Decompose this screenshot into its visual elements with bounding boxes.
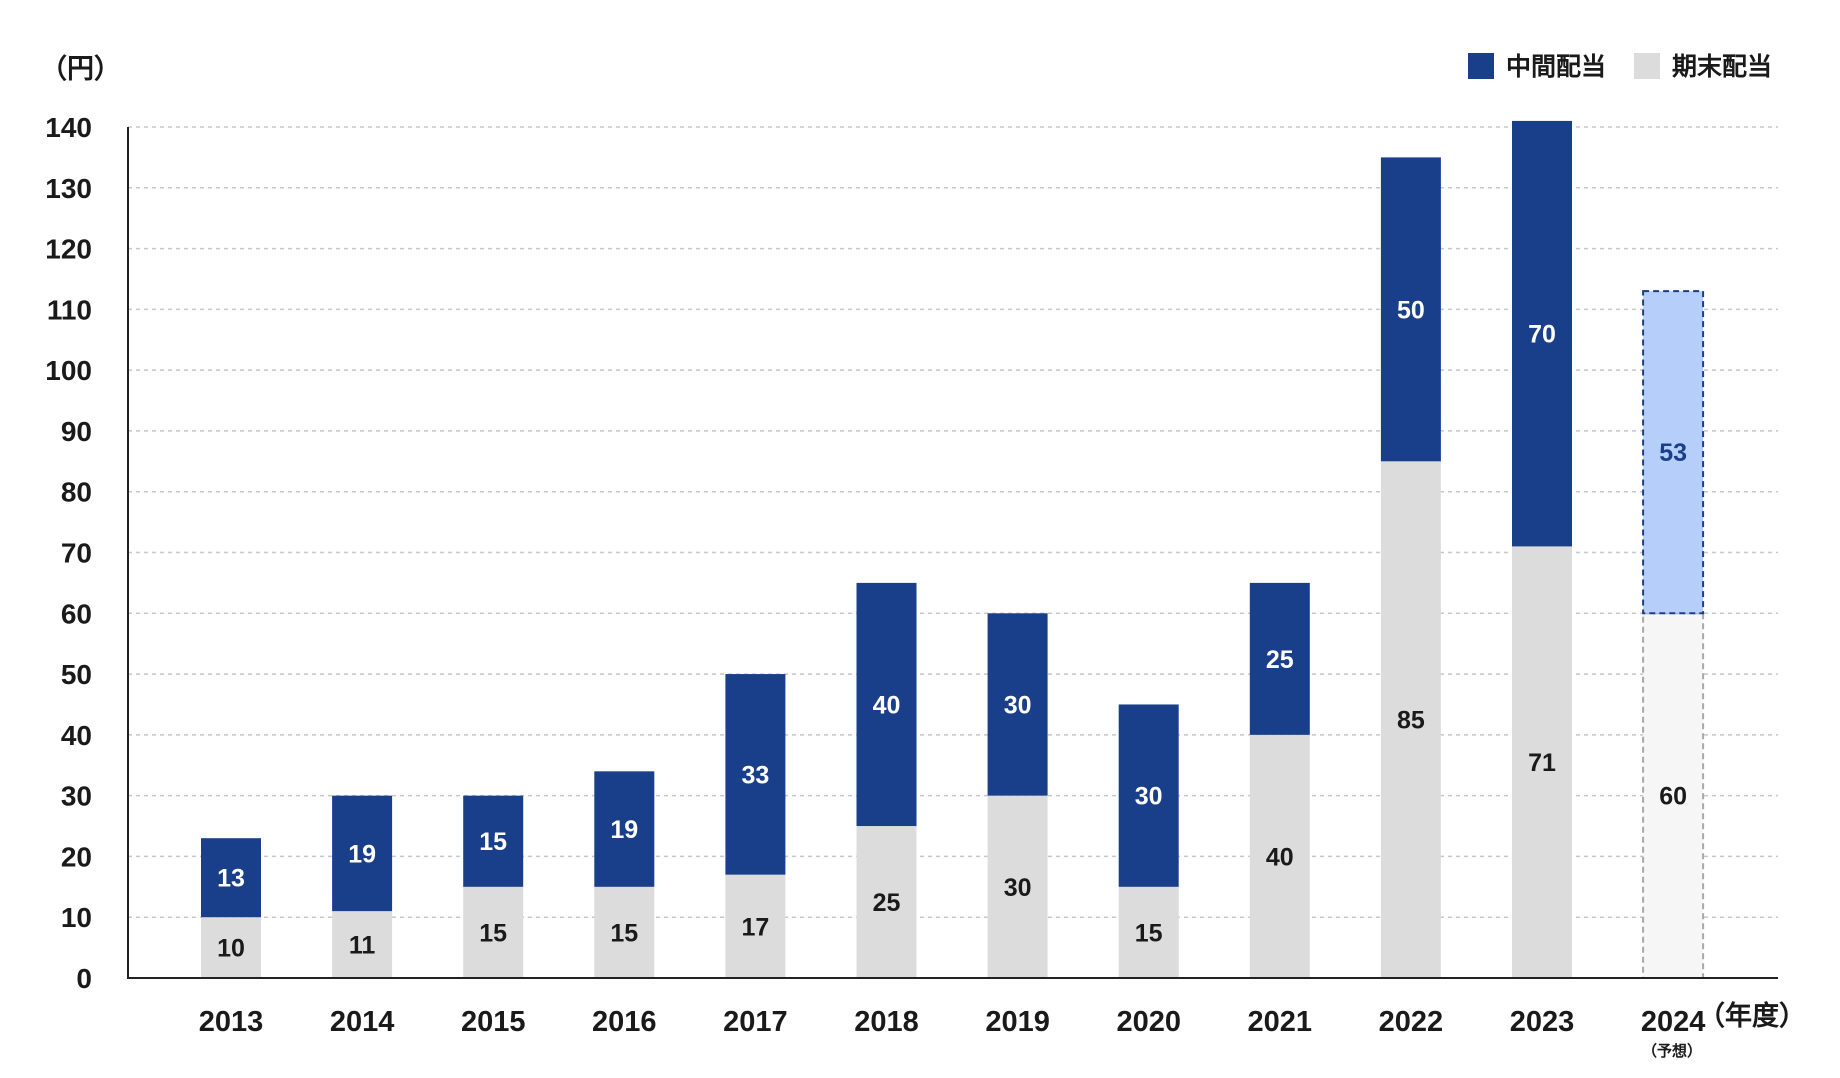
- bar-segment-interim: [1118, 704, 1179, 887]
- x-tick-label: 2015: [461, 1006, 526, 1038]
- data-label-interim: 53: [1659, 439, 1687, 467]
- x-tick-labels: 2013 2014 2015 2016 2017 2018 2019 2020 2021 2022…: [199, 1006, 1706, 1038]
- legend-swatch-interim: [1468, 53, 1494, 79]
- y-tick-label: 110: [47, 294, 92, 325]
- x-unit-label: （年度）: [1698, 1000, 1806, 1032]
- legend-label-interim: 中間配当: [1506, 52, 1606, 81]
- data-label-interim: 40: [873, 691, 901, 719]
- bar-segment-yearend: [987, 795, 1048, 978]
- bar-segment-yearend: [201, 917, 261, 978]
- y-tick-label: 60: [61, 598, 92, 629]
- data-label-interim: 70: [1528, 321, 1556, 349]
- bar-segment-yearend: [594, 886, 655, 978]
- x-tick-label: 2016: [592, 1006, 657, 1038]
- bar-segment-interim: [725, 674, 786, 875]
- y-tick-label: 70: [61, 538, 92, 569]
- y-tick-label: 40: [61, 720, 92, 751]
- data-label-interim: 25: [1266, 646, 1294, 674]
- bar-segment-interim: [1380, 157, 1441, 462]
- data-label-yearend: 85: [1397, 707, 1425, 735]
- data-label-yearend: 40: [1266, 843, 1294, 871]
- bar-segment-yearend: [1512, 546, 1572, 978]
- x-tick-label: 2018: [854, 1006, 919, 1038]
- bar-layer: [201, 120, 1705, 979]
- y-unit-label: （円）: [40, 54, 121, 85]
- bar-segment-yearend: [332, 911, 393, 978]
- bar-segment-interim: [1249, 582, 1310, 735]
- data-label-yearend: 15: [610, 919, 638, 947]
- x-tick-label: 2024: [1641, 1006, 1706, 1038]
- data-labels: 10 13 11 19 15 15 15 19 17 33 25 40 30 30 15 30 40 25 85 50…: [217, 296, 1687, 962]
- data-label-interim: 15: [479, 828, 507, 856]
- bar-segment-yearend: [1380, 461, 1441, 979]
- grid-layer: [128, 126, 1778, 918]
- data-label-yearend: 25: [873, 889, 901, 917]
- x-tick-label: 2020: [1116, 1006, 1181, 1038]
- data-label-interim: 19: [610, 816, 638, 844]
- data-label-yearend: 11: [349, 932, 376, 960]
- y-tick-label: 20: [61, 841, 92, 872]
- data-label-interim: 50: [1397, 296, 1425, 324]
- x-tick-label: 2022: [1379, 1006, 1444, 1038]
- data-label-interim: 30: [1004, 691, 1032, 719]
- bar-segment-interim: [1642, 290, 1705, 615]
- y-tick-label: 0: [76, 963, 92, 994]
- legend-swatch-yearend: [1634, 53, 1660, 79]
- data-label-interim: 30: [1135, 783, 1163, 811]
- bar-segment-interim: [332, 795, 393, 912]
- y-tick-label: 10: [61, 902, 92, 933]
- y-tick-label: 90: [61, 416, 92, 447]
- data-label-yearend: 17: [741, 913, 769, 941]
- bar-segment-yearend: [725, 874, 786, 978]
- y-tick-label: 30: [61, 781, 92, 812]
- data-label-yearend: 71: [1528, 749, 1556, 777]
- bar-segment-interim: [463, 795, 524, 887]
- bar-segment-interim: [594, 771, 655, 887]
- y-tick-label: 50: [61, 659, 92, 690]
- bar-segment-interim: [1512, 120, 1572, 547]
- y-tick-labels: 0 10 20 30 40 50 60 70 80 90 100 110 120 130 140: [45, 112, 92, 994]
- data-label-interim: 19: [348, 840, 376, 868]
- x-tick-label: 2021: [1248, 1006, 1313, 1038]
- y-tick-label: 140: [45, 112, 92, 143]
- y-tick-label: 130: [45, 173, 92, 204]
- legend: 中間配当 期末配当: [1468, 52, 1772, 81]
- axis-layer: [127, 127, 1778, 979]
- x-tick-label: 2013: [199, 1006, 264, 1038]
- bar-segment-interim: [201, 838, 261, 918]
- x-tick-label: 2019: [985, 1006, 1050, 1038]
- data-label-yearend: 15: [1135, 919, 1163, 947]
- forecast-note: （予想）: [1642, 1042, 1702, 1060]
- data-label-yearend: 30: [1004, 874, 1032, 902]
- bar-segment-yearend: [1118, 886, 1179, 978]
- x-tick-label: 2023: [1510, 1006, 1575, 1038]
- bar-segment-yearend: [463, 886, 524, 978]
- data-label-yearend: 10: [217, 935, 245, 963]
- bar-segment-yearend: [856, 826, 917, 978]
- bar-segment-interim: [987, 613, 1048, 796]
- data-label-yearend: 60: [1659, 783, 1687, 811]
- y-tick-label: 120: [45, 234, 92, 265]
- data-label-interim: 33: [741, 761, 769, 789]
- legend-label-yearend: 期末配当: [1672, 52, 1772, 81]
- x-tick-label: 2017: [723, 1006, 788, 1038]
- bar-segment-yearend: [1249, 734, 1310, 978]
- data-label-yearend: 15: [479, 919, 507, 947]
- data-label-interim: 13: [217, 865, 245, 893]
- y-tick-label: 100: [45, 355, 92, 386]
- x-tick-label: 2014: [330, 1006, 395, 1038]
- y-tick-label: 80: [61, 477, 92, 508]
- bar-segment-interim: [856, 582, 917, 827]
